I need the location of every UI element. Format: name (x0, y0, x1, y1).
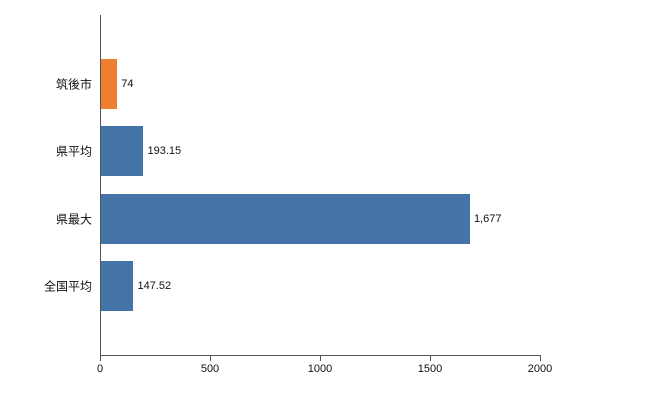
x-axis-ticks: 0 500 1000 1500 2000 (96, 356, 552, 380)
category-label: 全国平均 (43, 279, 92, 294)
value-label: 193.15 (147, 145, 182, 158)
x-tick-label: 2000 (527, 363, 553, 375)
value-label: 1,677 (473, 212, 502, 225)
bar-row: 全国平均 147.52 (44, 253, 541, 321)
bar-row: 県平均 193.15 (56, 118, 541, 186)
plot-area: 筑後市 74 県平均 193.15 県最大 1,677 全国平均 147.52 (44, 15, 541, 356)
category-label: 筑後市 (55, 77, 92, 92)
x-tick-mark (320, 356, 321, 361)
bar-row: 県最大 1,677 (56, 185, 541, 253)
bar (101, 193, 470, 244)
value-label: 147.52 (137, 280, 172, 293)
x-tick-mark (540, 356, 541, 361)
value-label: 74 (121, 77, 134, 90)
bar-rows: 筑後市 74 県平均 193.15 県最大 1,677 全国平均 147.52 (44, 50, 541, 321)
bar (101, 126, 144, 177)
x-tick-mark (210, 356, 211, 361)
category-label: 県最大 (55, 212, 92, 227)
x-tick-label: 0 (96, 363, 104, 375)
category-label: 県平均 (55, 144, 92, 159)
x-tick-mark (430, 356, 431, 361)
x-tick-label: 1000 (307, 363, 333, 375)
x-tick-label: 500 (200, 363, 220, 375)
bar (101, 261, 134, 312)
bar (101, 58, 118, 109)
x-tick-label: 1500 (417, 363, 443, 375)
bar-row: 筑後市 74 (56, 50, 541, 118)
x-tick-mark (100, 356, 101, 361)
